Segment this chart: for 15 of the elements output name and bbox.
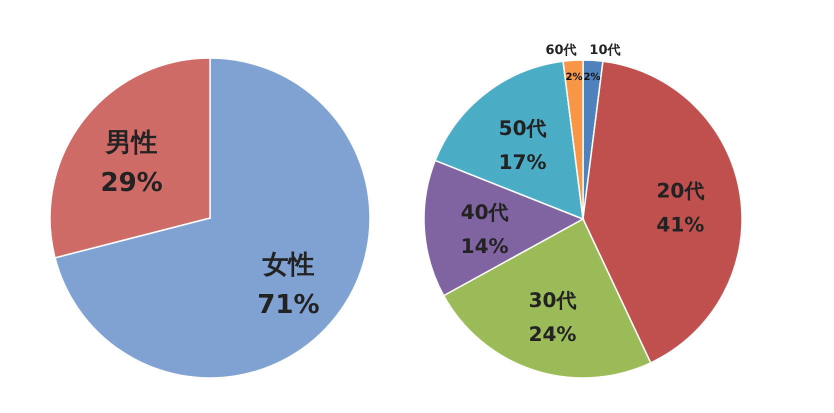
slice-label: 40代 bbox=[460, 200, 509, 224]
slice-label: 女性 bbox=[261, 250, 314, 280]
slice-label: 20代 bbox=[656, 178, 704, 203]
slice-label: 男性 bbox=[104, 128, 158, 158]
data-label: 14% bbox=[460, 234, 509, 258]
data-label: 29% bbox=[100, 168, 163, 198]
slice-label: 10代 bbox=[589, 43, 621, 58]
data-label: 41% bbox=[656, 212, 704, 237]
data-label: 71% bbox=[257, 290, 320, 320]
slice-label: 60代 bbox=[545, 43, 577, 58]
data-label: 17% bbox=[498, 150, 547, 174]
slice-label: 30代 bbox=[528, 288, 576, 312]
data-label: 2% bbox=[566, 72, 583, 84]
data-label: 24% bbox=[528, 322, 576, 346]
slice-label: 50代 bbox=[498, 116, 546, 140]
